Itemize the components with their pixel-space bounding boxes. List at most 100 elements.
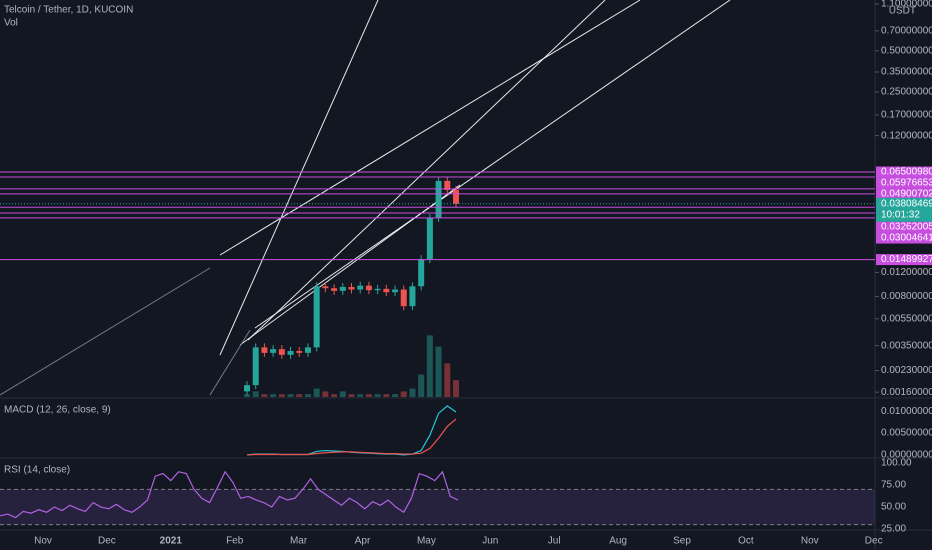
volume-bar (244, 394, 250, 397)
candle (374, 288, 381, 291)
x-tick-label: Feb (226, 536, 244, 547)
rsi-title: RSI (14, close) (4, 465, 70, 476)
level-label: 0.03004641 (881, 233, 932, 244)
trendlines (0, 0, 731, 396)
x-tick-label: Aug (609, 536, 627, 547)
macd-tick-label: 0.00000000 (881, 450, 932, 461)
level-tag (876, 188, 932, 200)
volume-label: Vol (4, 18, 18, 29)
candle (348, 286, 355, 290)
rsi-tick-label: 100.00 (881, 458, 912, 469)
candle (357, 285, 364, 290)
y-tick-label: 0.00160000 (881, 387, 932, 398)
symbol-title: Telcoin / Tether, 1D, KUCOIN (4, 5, 133, 16)
signal-line (246, 418, 457, 456)
y-tick-label: 0.35000000 (881, 67, 932, 78)
y-tick-label: 0.00800000 (881, 291, 932, 302)
candle (444, 180, 451, 191)
candle (426, 217, 433, 260)
level-tag (876, 177, 932, 189)
y-tick-label: 0.25000000 (881, 87, 932, 98)
x-tick-label: Sep (673, 536, 691, 547)
macd-tick-label: 0.01000000 (881, 406, 932, 417)
x-tick-label: Nov (34, 536, 52, 547)
volume-bar (322, 391, 329, 397)
trendline (0, 267, 211, 396)
volume-bar (365, 394, 372, 397)
volume-bar (270, 394, 277, 397)
volume-bar (261, 394, 268, 397)
x-tick-label: Jun (482, 536, 498, 547)
rsi-tick-label: 75.00 (881, 480, 906, 491)
volume-bar (435, 346, 442, 397)
candle (453, 190, 459, 204)
x-tick-label: Dec (865, 536, 883, 547)
candle (400, 289, 407, 307)
macd-title: MACD (12, 26, close, 9) (4, 405, 111, 416)
y-tick-label: 1.10000000 (881, 0, 932, 10)
rsi-tick-label: 25.00 (881, 524, 906, 535)
currency: USDT (889, 6, 916, 17)
y-tick-label: 0.17000000 (881, 110, 932, 121)
candle (365, 285, 372, 291)
candle (331, 288, 338, 291)
level-label: 0.03262005 (881, 222, 932, 233)
y-tick-label: 0.00350000 (881, 340, 932, 351)
volume-bar (418, 374, 425, 397)
candle (244, 385, 250, 392)
x-tick-label: 2021 (160, 536, 183, 547)
candle (261, 347, 268, 353)
x-tick-label: May (417, 536, 436, 547)
candle (270, 349, 277, 353)
candle (287, 350, 294, 355)
y-tick-label: 0.01200000 (881, 267, 932, 278)
level-tag (876, 221, 932, 233)
trendline (254, 0, 731, 329)
volume-bar (313, 388, 320, 397)
level-tag (876, 232, 932, 244)
volume-bar (453, 380, 459, 397)
volume-bar (331, 394, 338, 397)
candle (322, 286, 329, 289)
trendline (209, 329, 251, 396)
countdown: 10:01:32 (881, 209, 920, 220)
volume-bar (400, 391, 407, 397)
candle (304, 347, 311, 353)
level-label: 0.05976653 (881, 178, 932, 189)
trendline (239, 184, 461, 346)
candle (435, 180, 442, 218)
x-tick-label: Jul (548, 536, 561, 547)
candle (278, 349, 285, 355)
candle (418, 259, 425, 287)
last-price-label: 0.03808469 (881, 198, 932, 209)
candle (339, 286, 346, 291)
candle (313, 286, 320, 348)
y-tick-label: 0.00550000 (881, 313, 932, 324)
candle (392, 289, 399, 293)
volume-bar (287, 394, 294, 397)
volume-bar (444, 363, 451, 397)
y-tick-label: 0.12000000 (881, 130, 932, 141)
volume-bar (339, 391, 346, 397)
level-label: 0.06500980 (881, 167, 932, 178)
volume-bar (278, 394, 285, 397)
candle (383, 288, 390, 293)
y-tick-label: 0.50000000 (881, 45, 932, 56)
candle (409, 286, 416, 307)
level-tag (876, 254, 932, 266)
candle (252, 347, 259, 386)
x-tick-label: Dec (98, 536, 116, 547)
volume-bar (348, 394, 355, 397)
x-tick-label: Apr (355, 536, 371, 547)
trendline (219, 0, 641, 256)
trendline (247, 0, 606, 341)
volume-bar (357, 394, 364, 397)
volume-bar (296, 394, 303, 397)
x-tick-label: Nov (801, 536, 819, 547)
rsi-tick-label: 50.00 (881, 502, 906, 513)
volume-bar (392, 394, 399, 397)
rsi-band (0, 489, 875, 525)
last-price-tag (876, 197, 932, 222)
